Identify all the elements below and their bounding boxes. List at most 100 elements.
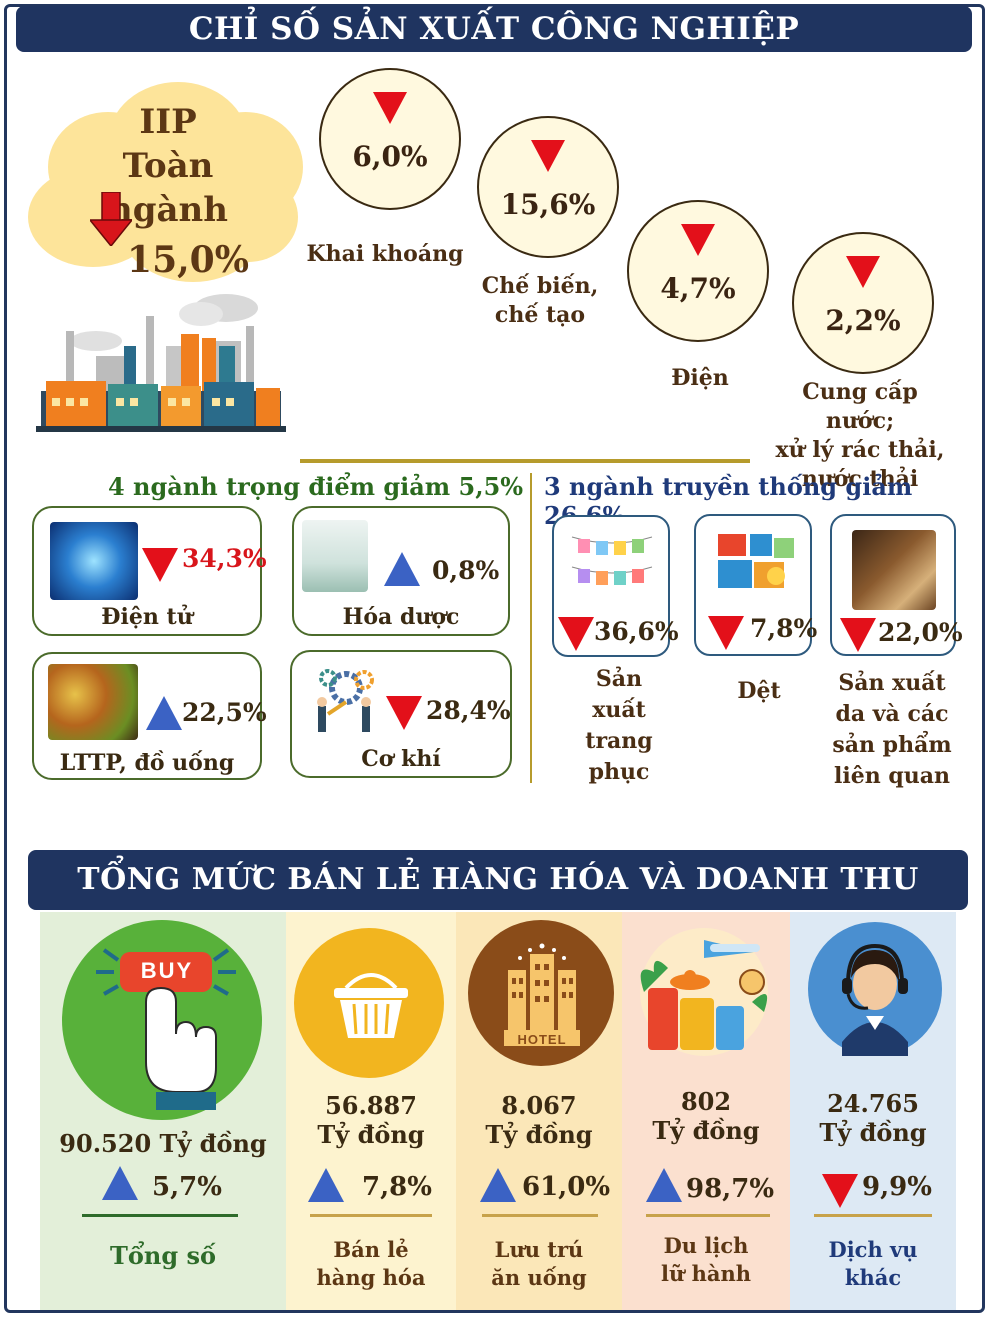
sector-circle-manufacturing: 15,6% <box>477 116 619 258</box>
down-arrow-icon <box>90 192 132 246</box>
down-triangle-icon <box>531 140 565 172</box>
sector-circle-water: 2,2% <box>792 232 934 374</box>
retail-title-banner: TỔNG MỨC BÁN LẺ HÀNG HÓA VÀ DOANH THU DỊ… <box>28 850 968 957</box>
key-industries-heading: 4 ngành trọng điểm giảm 5,5% <box>108 472 524 501</box>
down-triangle-icon <box>386 696 422 730</box>
industry-box-electronics: 34,3% Điện tử <box>32 506 267 636</box>
sector-label-mining: Khai khoáng <box>306 241 464 267</box>
sector-value: 15,6% <box>500 188 596 221</box>
electronics-image <box>50 522 138 600</box>
retail-column-total: BUY 90.520 Tỷ đồng 5,7% Tổng số <box>40 912 286 1310</box>
traditional-box-leather: 22,0% <box>830 514 963 656</box>
traditional-label-garments: Sản xuất trang phục <box>585 666 653 785</box>
retail-pct: 9,9% <box>862 1172 932 1202</box>
industry-value: 0,8% <box>432 556 500 585</box>
up-triangle-icon <box>146 696 182 730</box>
traditional-value: 22,0% <box>878 618 963 647</box>
retail-unit: Tỷ đồng <box>485 1120 593 1149</box>
basket-icon <box>334 973 408 1038</box>
gears-people-icon <box>317 669 374 732</box>
iip-title-banner: CHỈ SỐ SẢN XUẤT CÔNG NGHIỆP <box>16 6 972 52</box>
up-triangle-icon <box>102 1166 138 1200</box>
up-triangle-icon <box>308 1168 344 1202</box>
down-triangle-icon <box>142 548 178 582</box>
retail-pct: 7,8% <box>362 1172 432 1202</box>
sector-value: 6,0% <box>352 140 428 173</box>
sector-circle-mining: 6,0% <box>319 68 461 210</box>
retail-caption: Bán lẻ hàng hóa <box>316 1237 426 1290</box>
sector-circle-electricity: 4,7% <box>627 200 769 342</box>
pharma-image <box>302 520 368 592</box>
travel-luggage-icon <box>640 928 768 1056</box>
retail-unit: Tỷ đồng <box>652 1116 760 1145</box>
retail-amount: 90.520 Tỷ đồng <box>59 1129 267 1158</box>
leather-workshop-image <box>852 530 936 610</box>
separator-line <box>82 1214 238 1217</box>
retail-column-accommodation: HOTEL 8.067 Tỷ đồng 61,0% Lưu trú ăn uốn… <box>456 912 622 1310</box>
down-triangle-icon <box>558 617 594 651</box>
retail-amount: 24.765 <box>827 1089 919 1118</box>
separator-line <box>482 1214 598 1217</box>
retail-column-goods: 56.887 Tỷ đồng 7,8% Bán lẻ hàng hóa <box>286 912 456 1310</box>
retail-pct: 98,7% <box>686 1174 775 1204</box>
up-triangle-icon <box>646 1168 682 1202</box>
sector-value: 2,2% <box>825 304 901 337</box>
traditional-label-textile: Dệt <box>737 678 781 704</box>
retail-unit: Tỷ đồng <box>317 1120 425 1149</box>
headset-support-icon <box>842 943 908 1056</box>
down-triangle-icon <box>681 224 715 256</box>
retail-amount: 56.887 <box>325 1091 417 1120</box>
retail-caption: Lưu trú ăn uống <box>491 1237 587 1290</box>
industry-value: 28,4% <box>426 696 511 725</box>
retail-caption: Tổng số <box>110 1241 216 1270</box>
vertical-divider <box>530 473 532 783</box>
industry-label: LTTP, đồ uống <box>59 750 235 776</box>
factory-icon <box>36 294 286 432</box>
up-triangle-icon <box>480 1168 516 1202</box>
down-triangle-icon <box>840 618 876 652</box>
retail-unit: Tỷ đồng <box>819 1118 927 1147</box>
iip-overall-value: 15,0% <box>127 239 249 281</box>
retail-caption: Du lịch lữ hành <box>661 1233 751 1286</box>
sector-label-manufacturing: Chế biến, chế tạo <box>481 273 599 328</box>
hotel-icon <box>504 943 580 1046</box>
retail-amount: 802 <box>680 1087 732 1116</box>
traditional-value: 7,8% <box>750 614 818 643</box>
traditional-box-garments: 36,6% <box>552 515 679 657</box>
separator-line <box>814 1214 932 1217</box>
separator-line <box>646 1214 770 1217</box>
down-triangle-icon <box>846 256 880 288</box>
retail-column-travel: 802 Tỷ đồng 98,7% Du lịch lữ hành <box>622 912 790 1310</box>
retail-pct: 61,0% <box>522 1172 611 1202</box>
industry-box-mechanical: 28,4% Cơ khí <box>290 650 512 778</box>
divider-line <box>300 459 750 463</box>
retail-amount: 8.067 <box>501 1091 577 1120</box>
traditional-box-textile: 7,8% <box>694 514 817 656</box>
sewing-machine-icon <box>718 534 794 588</box>
buy-label: BUY <box>140 958 194 983</box>
down-triangle-icon <box>373 92 407 124</box>
industry-box-food: 22,5% LTTP, đồ uống <box>32 652 267 780</box>
traditional-label-leather: Sản xuất da và các sản phẩm liên quan <box>832 670 952 789</box>
food-image <box>48 664 138 740</box>
sector-value: 4,7% <box>660 272 736 305</box>
retail-caption: Dịch vụ khác <box>828 1237 918 1290</box>
industry-label: Hóa dược <box>342 604 460 630</box>
clothes-line-icon <box>571 536 653 585</box>
retail-pct: 5,7% <box>152 1172 222 1202</box>
industry-value: 34,3% <box>182 544 267 573</box>
buy-button-icon <box>96 948 236 1110</box>
traditional-value: 36,6% <box>594 617 679 646</box>
hotel-label: HOTEL <box>517 1032 567 1047</box>
separator-line <box>310 1214 432 1217</box>
iip-overall-cloud: IIP Toàn ngành 15,0% <box>28 72 304 282</box>
industry-label: Cơ khí <box>361 746 441 772</box>
down-triangle-icon <box>822 1174 858 1208</box>
industry-box-pharma: 0,8% Hóa dược <box>292 506 510 636</box>
retail-column-other-services: 24.765 Tỷ đồng 9,9% Dịch vụ khác <box>790 912 956 1310</box>
iip-label: IIP <box>139 102 197 142</box>
up-triangle-icon <box>384 552 420 586</box>
sector-label-water: Cung cấp nước; xử lý rác thải, nước thải <box>775 379 945 492</box>
page-frame <box>4 4 985 1313</box>
industry-value: 22,5% <box>182 698 267 727</box>
